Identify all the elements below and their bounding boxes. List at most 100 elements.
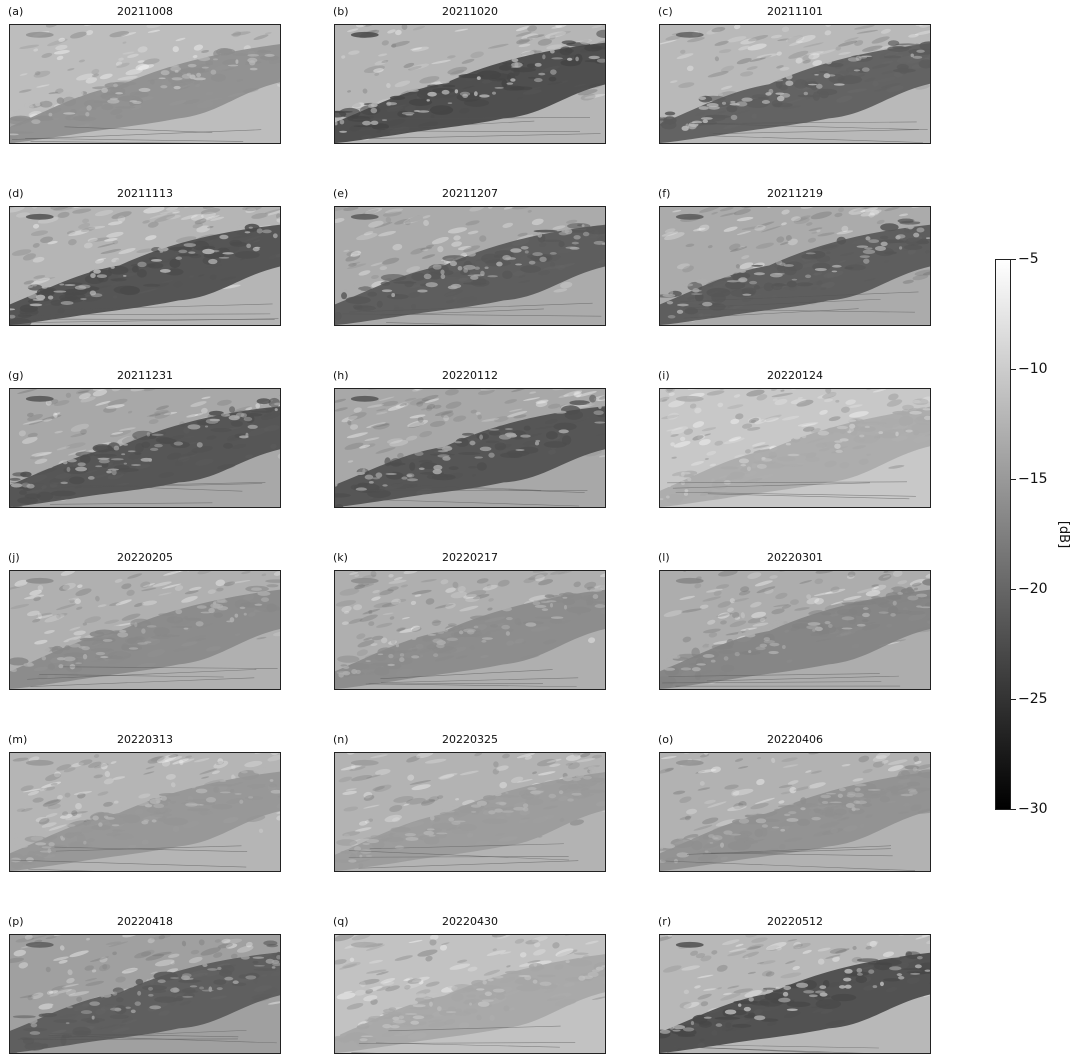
sar-panel: (i) 20220124 bbox=[658, 369, 932, 509]
island bbox=[346, 287, 351, 292]
water-patch bbox=[375, 654, 387, 661]
water-patch bbox=[350, 213, 379, 220]
speckle bbox=[104, 619, 119, 624]
speckle bbox=[353, 407, 362, 413]
speckle bbox=[57, 211, 70, 218]
speckle bbox=[58, 612, 68, 617]
water-patch bbox=[25, 31, 54, 38]
water-patch bbox=[380, 281, 391, 286]
speckle bbox=[63, 767, 76, 773]
speckle bbox=[872, 755, 887, 762]
water-patch bbox=[566, 959, 593, 967]
speckle bbox=[797, 422, 819, 427]
water-patch bbox=[213, 786, 220, 793]
island bbox=[101, 87, 108, 93]
island bbox=[359, 1038, 368, 1042]
speckle bbox=[694, 407, 702, 414]
speckle bbox=[379, 589, 394, 596]
linear-feature bbox=[10, 482, 243, 492]
island bbox=[494, 808, 503, 813]
island bbox=[264, 53, 275, 57]
water-patch bbox=[442, 255, 467, 262]
lake-water bbox=[335, 406, 605, 507]
speckle bbox=[516, 753, 535, 759]
island bbox=[93, 269, 101, 274]
island bbox=[401, 476, 408, 480]
speckle bbox=[146, 412, 160, 417]
linear-feature bbox=[342, 313, 602, 317]
speckle bbox=[381, 637, 388, 644]
panel-letter: (b) bbox=[333, 5, 349, 18]
speckle bbox=[454, 28, 469, 32]
speckle bbox=[467, 230, 479, 235]
water-patch bbox=[871, 596, 881, 600]
water-patch bbox=[478, 993, 496, 1000]
island bbox=[474, 266, 480, 270]
water-patch bbox=[131, 266, 139, 273]
speckle bbox=[406, 755, 421, 763]
speckle bbox=[399, 403, 407, 407]
island bbox=[95, 465, 103, 468]
speckle bbox=[31, 277, 50, 285]
speckle bbox=[740, 627, 758, 631]
speckle bbox=[42, 799, 61, 807]
speckle bbox=[108, 221, 123, 226]
speckle bbox=[118, 57, 124, 61]
speckle bbox=[92, 389, 108, 397]
island bbox=[753, 272, 766, 276]
speckle bbox=[781, 604, 792, 609]
water-patch bbox=[763, 282, 774, 292]
island bbox=[340, 289, 346, 292]
island bbox=[449, 805, 458, 807]
speckle bbox=[76, 606, 83, 610]
speckle bbox=[429, 939, 437, 946]
sar-panel: (g) 20211231 bbox=[8, 369, 282, 509]
panel-date: 20220418 bbox=[117, 915, 173, 928]
island bbox=[65, 1022, 70, 1025]
water-patch bbox=[201, 246, 216, 250]
island bbox=[351, 102, 361, 108]
speckle bbox=[522, 752, 537, 753]
speckle bbox=[476, 578, 489, 584]
water-patch bbox=[836, 608, 858, 616]
colorbar-tick-label: −25 bbox=[1018, 691, 1048, 707]
island bbox=[171, 77, 183, 81]
island bbox=[35, 842, 47, 846]
speckle bbox=[41, 781, 62, 789]
water-patch bbox=[819, 70, 828, 73]
speckle bbox=[871, 36, 890, 44]
speckle bbox=[199, 768, 218, 775]
island bbox=[48, 112, 53, 117]
island bbox=[87, 476, 95, 480]
speckle bbox=[185, 755, 192, 759]
island bbox=[829, 801, 842, 804]
speckle bbox=[59, 584, 70, 592]
speckle bbox=[382, 981, 395, 986]
speckle bbox=[695, 770, 706, 774]
water-patch bbox=[439, 1009, 454, 1016]
island bbox=[506, 617, 513, 621]
island bbox=[561, 955, 572, 960]
island bbox=[91, 1015, 95, 1020]
speckle bbox=[135, 63, 150, 71]
water-patch bbox=[557, 780, 574, 784]
speckle bbox=[43, 418, 53, 422]
sar-panel: (p) 20220418 bbox=[8, 915, 282, 1055]
speckle bbox=[50, 207, 70, 211]
speckle bbox=[802, 59, 811, 64]
speckle bbox=[50, 782, 58, 786]
speckle bbox=[140, 581, 151, 588]
speckle bbox=[517, 232, 528, 237]
island bbox=[579, 39, 592, 45]
island bbox=[698, 96, 707, 101]
speckle bbox=[720, 65, 735, 73]
island bbox=[916, 593, 928, 598]
speckle bbox=[739, 262, 754, 270]
speckle bbox=[80, 226, 96, 232]
speckle bbox=[876, 219, 885, 225]
island bbox=[111, 991, 118, 996]
water-patch bbox=[505, 970, 522, 974]
speckle bbox=[66, 230, 76, 235]
island bbox=[919, 606, 930, 609]
island bbox=[240, 770, 248, 774]
